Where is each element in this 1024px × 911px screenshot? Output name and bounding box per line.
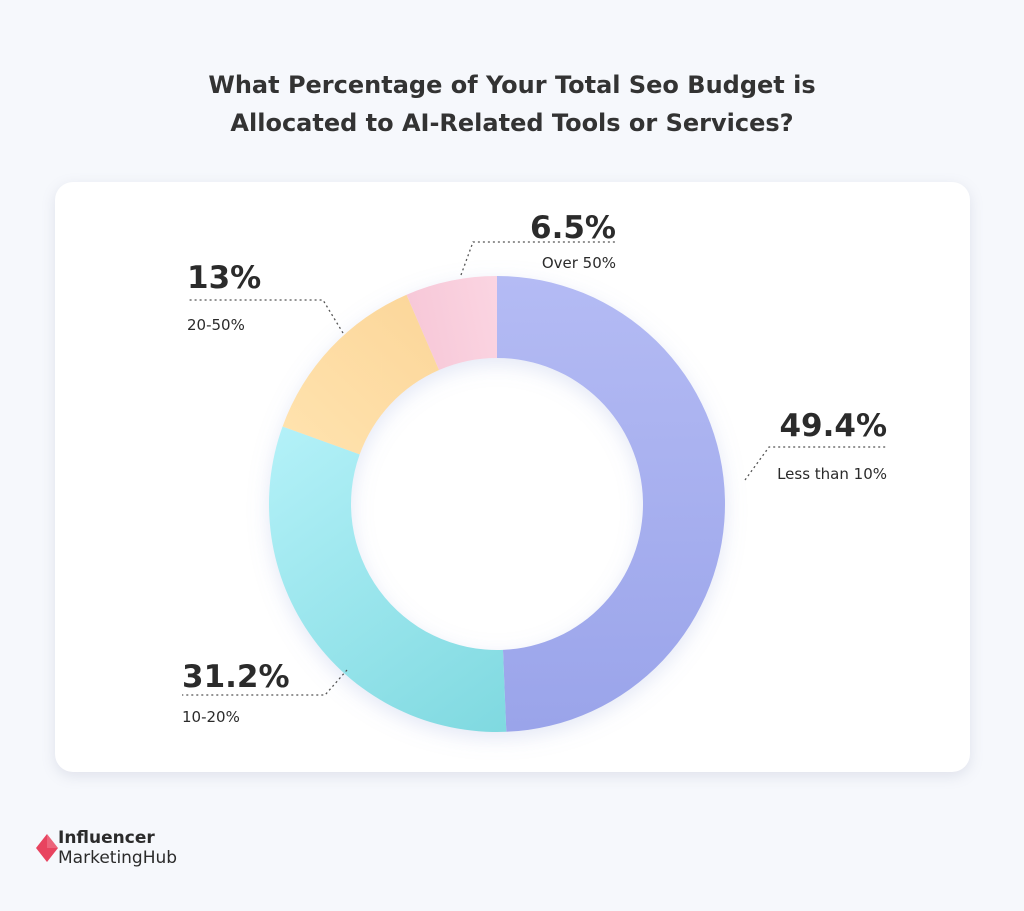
slice-percent-label-2: 13% bbox=[187, 260, 261, 296]
donut-slice-0 bbox=[497, 276, 725, 732]
slice-category-label-2: 20-50% bbox=[187, 316, 245, 334]
slice-category-label-3: Over 50% bbox=[542, 254, 616, 272]
donut-slice-1 bbox=[269, 426, 507, 732]
slice-category-label-0: Less than 10% bbox=[777, 465, 887, 483]
chart-title: What Percentage of Your Total Seo Budget… bbox=[0, 66, 1024, 142]
chart-title-line-1: What Percentage of Your Total Seo Budget… bbox=[208, 71, 816, 99]
logo-wordmark: Influencer MarketingHub bbox=[58, 828, 177, 868]
slice-percent-label-0: 49.4% bbox=[779, 408, 887, 444]
donut-slice-2 bbox=[282, 294, 440, 455]
slice-percent-label-3: 6.5% bbox=[530, 210, 616, 246]
donut-chart: 49.4% Less than 10% 31.2% 10-20% 13% 20-50% 6.… bbox=[182, 210, 887, 732]
slice-category-label-1: 10-20% bbox=[182, 708, 240, 726]
leader-line-1 bbox=[182, 669, 348, 696]
slice-percent-label-1: 31.2% bbox=[182, 659, 290, 695]
leader-line-0 bbox=[744, 446, 887, 481]
chart-card: 49.4% Less than 10% 31.2% 10-20% 13% 20-50% 6.… bbox=[55, 182, 970, 772]
logo-line-2: MarketingHub bbox=[58, 848, 178, 868]
leader-line-3 bbox=[460, 241, 616, 276]
chart-title-line-2: Allocated to AI-Related Tools or Service… bbox=[230, 109, 794, 137]
logo-diamond-icon bbox=[36, 834, 58, 862]
donut-slice-3 bbox=[406, 276, 497, 370]
logo-line-1: Influencer bbox=[58, 828, 155, 848]
